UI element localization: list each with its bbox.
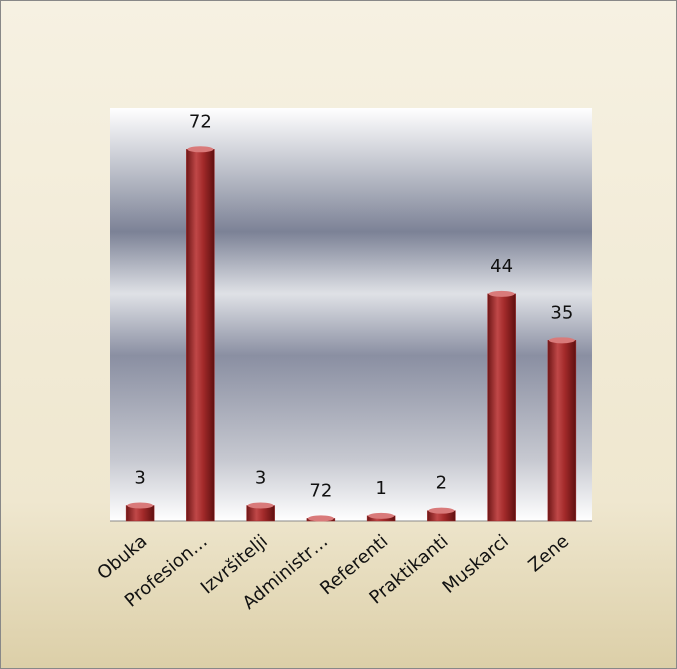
bar [186,149,215,522]
bar-cap [307,515,334,522]
data-label: 1 [375,478,386,499]
data-label: 72 [309,480,332,501]
data-label: 72 [189,111,212,132]
data-label: 44 [490,256,513,277]
bar-cap [368,512,395,519]
data-label: 3 [255,468,266,489]
bar-cap [247,502,274,509]
data-label: 35 [550,302,573,323]
bar-cap [187,146,214,153]
bar-cap [127,502,154,509]
bar [487,293,516,522]
data-label: 2 [436,473,447,494]
bar-cap [548,337,575,344]
bar-cap [488,290,515,297]
bar-cap [428,507,455,514]
plot-area [110,108,592,521]
bar [547,340,577,522]
data-label: 3 [134,468,145,489]
